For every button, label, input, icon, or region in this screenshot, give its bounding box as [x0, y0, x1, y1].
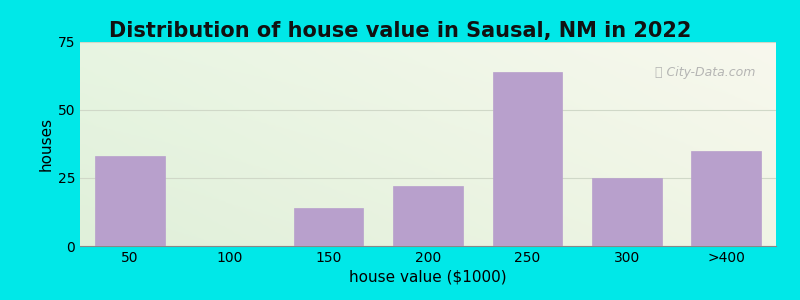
- Bar: [691, 151, 761, 246]
- Bar: [592, 178, 662, 246]
- Text: ⓘ City-Data.com: ⓘ City-Data.com: [654, 67, 755, 80]
- Bar: [394, 186, 462, 246]
- Text: Distribution of house value in Sausal, NM in 2022: Distribution of house value in Sausal, N…: [109, 21, 691, 41]
- Bar: [95, 156, 165, 246]
- X-axis label: house value ($1000): house value ($1000): [349, 269, 507, 284]
- Y-axis label: houses: houses: [38, 117, 54, 171]
- Bar: [294, 208, 363, 246]
- Bar: [493, 72, 562, 246]
